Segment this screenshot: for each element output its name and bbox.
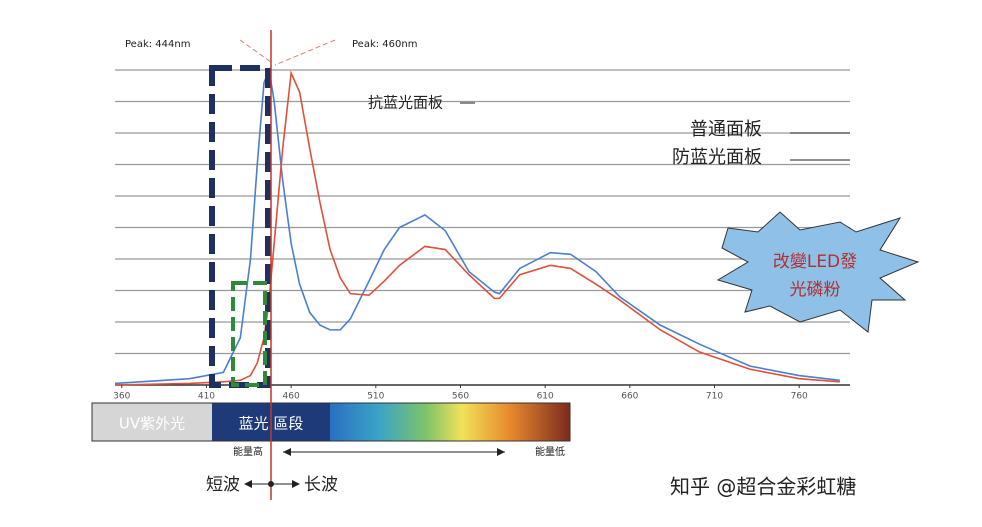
center-dot bbox=[268, 481, 274, 487]
spectrum-band bbox=[330, 403, 570, 441]
wave-label: 长波 bbox=[304, 475, 338, 495]
annotation: 抗蓝光面板 bbox=[368, 94, 443, 112]
arrow-head bbox=[292, 480, 300, 488]
blue-region-box bbox=[209, 65, 271, 388]
annotation: 改變LED發 bbox=[773, 252, 857, 272]
x-tick-label: 610 bbox=[537, 392, 554, 402]
x-tick-label: 760 bbox=[791, 392, 808, 402]
peak-line bbox=[274, 39, 336, 66]
arrow-head bbox=[283, 448, 291, 456]
x-tick-label: 660 bbox=[621, 392, 638, 402]
peak-line bbox=[239, 39, 272, 63]
x-tick-label: 360 bbox=[113, 392, 130, 402]
x-tick-label: 460 bbox=[283, 392, 300, 402]
x-tick-label: 510 bbox=[367, 392, 384, 402]
series-line bbox=[114, 67, 840, 385]
energy-label: 能量低 bbox=[535, 445, 565, 458]
annotation: 光磷粉 bbox=[790, 280, 841, 300]
annotation: Peak: 460nm bbox=[352, 39, 417, 50]
green-region-box bbox=[231, 281, 267, 387]
x-tick-label: 710 bbox=[706, 392, 723, 402]
watermark: 知乎 @超合金彩虹糖 bbox=[670, 475, 856, 499]
arrow-head bbox=[244, 480, 252, 488]
arrow-head bbox=[497, 448, 505, 456]
x-tick-label: 560 bbox=[452, 392, 469, 402]
annotation: Peak: 444nm bbox=[125, 39, 190, 50]
band-label: UV紫外光 bbox=[119, 415, 185, 433]
energy-label: 能量高 bbox=[233, 445, 263, 458]
band-label: 蓝光 區段 bbox=[239, 415, 304, 433]
annotation: 普通面板 bbox=[690, 119, 762, 140]
x-tick-label: 410 bbox=[198, 392, 215, 402]
annotation: 防蓝光面板 bbox=[672, 147, 762, 168]
series-line bbox=[114, 70, 840, 386]
wave-label: 短波 bbox=[206, 475, 240, 495]
star-burst bbox=[716, 211, 920, 333]
uv-band bbox=[92, 403, 212, 441]
band-frame bbox=[91, 402, 571, 442]
